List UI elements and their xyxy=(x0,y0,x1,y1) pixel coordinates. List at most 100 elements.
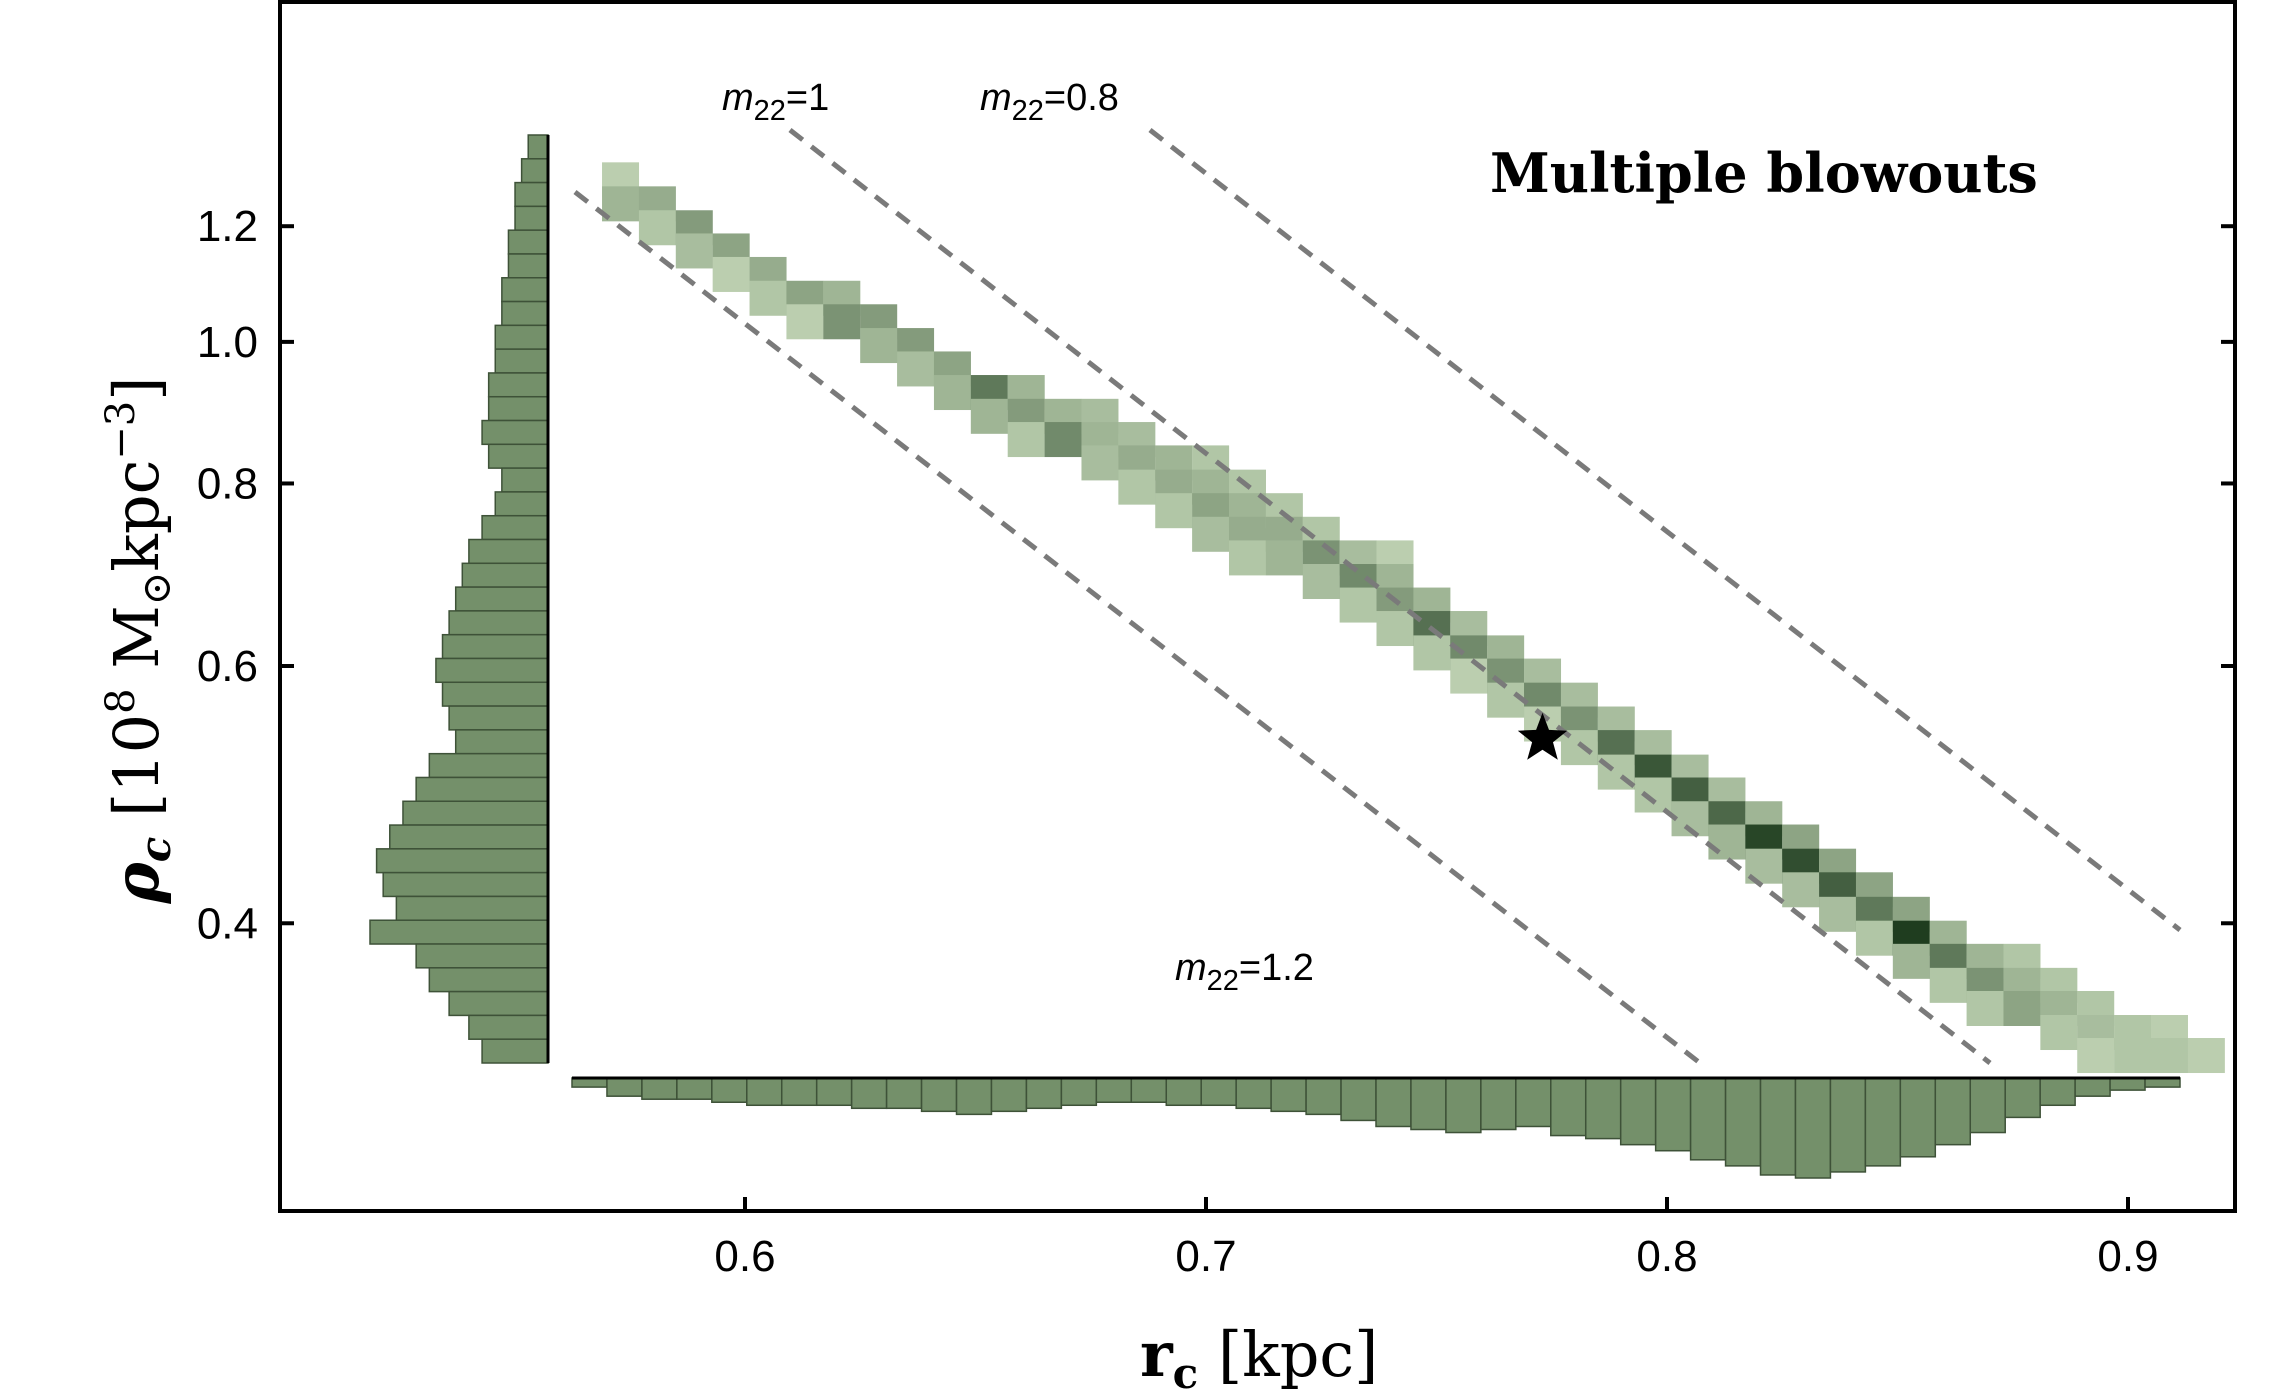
ref-line-label-m22-0.8: m22=0.8 xyxy=(980,77,1119,127)
heatmap-cell xyxy=(1782,872,1820,908)
marginal-y-bar xyxy=(481,419,549,446)
marginal-y-bar xyxy=(375,848,549,874)
heatmap-cell xyxy=(1007,422,1045,458)
marginal-x-bar xyxy=(1235,1077,1272,1110)
marginal-x-bar xyxy=(1200,1077,1237,1107)
heatmap-cell xyxy=(933,375,971,411)
marginal-y-bar xyxy=(369,919,549,945)
marginal-y-bar xyxy=(428,967,549,993)
heatmap-cell xyxy=(1081,445,1119,481)
heatmap-cell xyxy=(1192,516,1230,552)
marginal-y-bar xyxy=(514,181,549,208)
ref-label-2-sub: 22 xyxy=(1012,95,1044,127)
marginal-y-bar xyxy=(402,800,549,826)
marginal-y-bar xyxy=(507,229,549,255)
heatmap-cell xyxy=(823,304,861,340)
marginal-x-bar xyxy=(1794,1077,1832,1179)
marginal-y-bar xyxy=(494,491,549,517)
ref-line-m22-1.2 xyxy=(573,190,1702,1065)
marginal-x-bar xyxy=(1515,1077,1552,1128)
marginal-x-bar xyxy=(1829,1077,1867,1173)
heatmap-cell xyxy=(1228,540,1266,576)
heatmap-cell xyxy=(2040,1015,2078,1051)
marginal-x-bar xyxy=(1969,1077,2006,1134)
heatmap-cell xyxy=(1929,967,1967,1003)
ref-label-2-m: m xyxy=(980,77,1012,119)
marginal-x-histogram xyxy=(571,1076,2181,1179)
marginal-x-bar xyxy=(1060,1077,1098,1107)
marginal-y-bar xyxy=(448,610,549,636)
marginal-x-bar xyxy=(676,1077,713,1100)
marginal-x-bar xyxy=(2039,1077,2076,1107)
reference-lines xyxy=(573,128,2182,1065)
marginal-y-bar xyxy=(487,395,549,422)
heatmap-cell xyxy=(1413,635,1451,671)
marginal-y-bar xyxy=(415,943,549,969)
heatmap-cell xyxy=(1708,824,1746,860)
marginal-x-bar xyxy=(885,1077,923,1110)
ref-label-3-m: m xyxy=(1175,947,1207,989)
marginal-y-bar xyxy=(382,871,549,898)
marginal-x-bar xyxy=(746,1077,783,1107)
marginal-x-bar xyxy=(1025,1077,1063,1110)
marginal-x-bar xyxy=(1864,1077,1902,1167)
marginal-y-bar xyxy=(395,895,549,921)
y-axis-label: ρc [108 M⊙kpc−3] xyxy=(98,377,180,905)
marginal-y-bar xyxy=(494,324,549,350)
x-axis-label: rc [kpc] xyxy=(1140,1318,1378,1396)
marginal-y-bar xyxy=(428,752,549,779)
marginal-x-bar xyxy=(1375,1077,1412,1128)
heatmap-cell xyxy=(2114,1038,2152,1074)
marginal-x-bar xyxy=(2004,1077,2041,1119)
marginal-x-bar xyxy=(1584,1077,1622,1140)
heatmap-cell xyxy=(1302,564,1340,600)
marginal-y-bar xyxy=(441,633,549,660)
heatmap-cell xyxy=(1450,658,1488,694)
heatmap-cell xyxy=(1892,943,1930,979)
marginal-x-bar xyxy=(641,1077,678,1100)
heatmap-cell xyxy=(1819,896,1857,932)
marginal-x-bar xyxy=(1270,1077,1307,1113)
marginal-x-bar xyxy=(1480,1077,1517,1131)
marginal-x-bar xyxy=(1130,1077,1168,1103)
marginal-x-bar xyxy=(1340,1077,1377,1122)
heatmap-cell xyxy=(1155,493,1193,529)
marginal-x-bar xyxy=(1724,1077,1762,1167)
ref-line-m22-0.8 xyxy=(1148,128,2182,932)
heatmap-cell xyxy=(1339,587,1377,623)
marginal-y-bar xyxy=(514,205,549,231)
marginal-y-bar xyxy=(454,729,549,755)
heatmap-cell xyxy=(712,256,750,292)
heatmap-cell xyxy=(1487,682,1525,718)
marginal-x-bar xyxy=(1654,1077,1692,1152)
heatmap-cell xyxy=(1376,611,1414,647)
marginal-x-bar xyxy=(1445,1077,1482,1134)
marginal-y-bar xyxy=(520,158,549,184)
marginal-x-bar xyxy=(1095,1077,1133,1103)
marginal-y-bar xyxy=(501,467,549,493)
heatmap-cell xyxy=(970,398,1008,434)
ref-line-m22-1 xyxy=(788,128,1992,1065)
marginal-x-bar xyxy=(955,1077,993,1116)
heatmap-cell xyxy=(638,210,676,246)
marginal-x-bar xyxy=(606,1077,643,1097)
marginal-x-bar xyxy=(1689,1077,1727,1161)
marginal-y-bar xyxy=(507,253,549,279)
ref-label-1-value: =1 xyxy=(786,77,829,119)
marginal-y-histogram xyxy=(369,134,549,1064)
x-tick-label: 0.9 xyxy=(2097,1232,2158,1281)
marginal-x-bar xyxy=(711,1077,748,1103)
axis-tick-labels: 0.6 0.7 0.8 0.9 0.4 0.6 0.8 1.0 1.2 xyxy=(197,202,2159,1281)
heatmap-cell xyxy=(897,351,935,387)
axis-ticks xyxy=(280,224,2235,1211)
marginal-y-bar xyxy=(468,538,549,565)
marginal-x-bar xyxy=(1759,1077,1797,1176)
ref-label-3-value: =1.2 xyxy=(1239,947,1314,989)
ref-label-2-value: =0.8 xyxy=(1044,77,1119,119)
ref-line-label-m22-1: m22=1 xyxy=(722,77,829,127)
heatmap-cell xyxy=(786,304,824,340)
marginal-x-bar xyxy=(2109,1077,2146,1091)
y-tick-label: 0.4 xyxy=(197,899,258,948)
ref-label-1-m: m xyxy=(722,77,754,119)
chart-title: Multiple blowouts xyxy=(1490,141,2038,205)
